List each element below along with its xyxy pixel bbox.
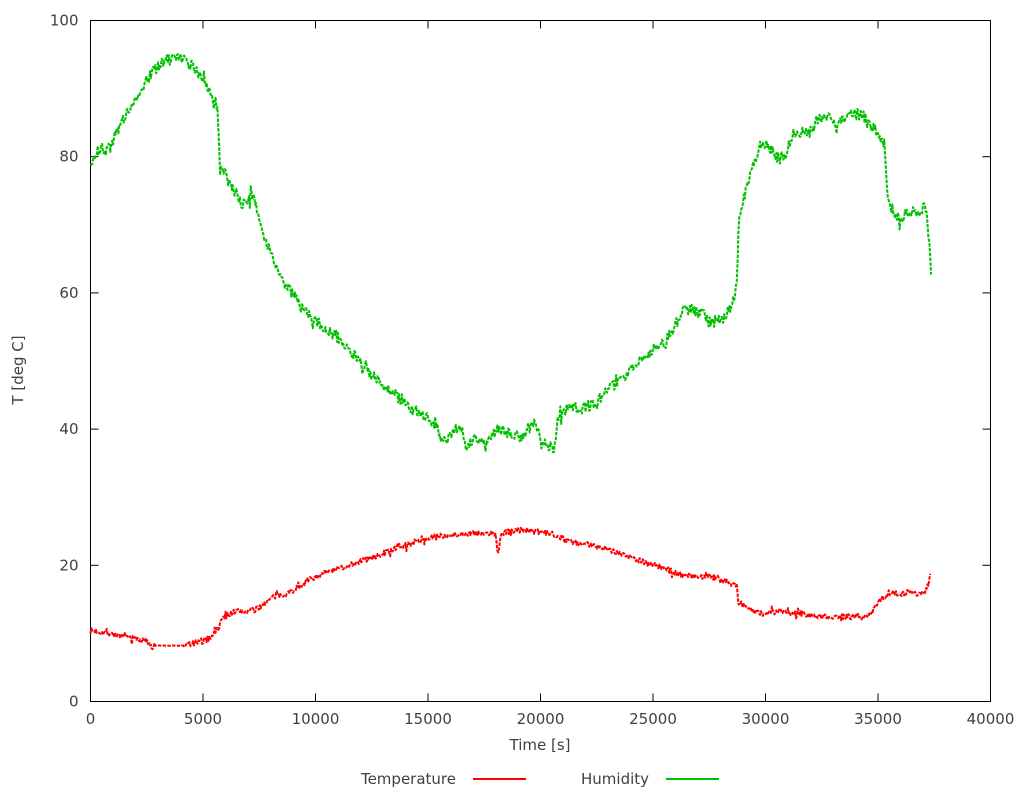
legend-item-temperature: Temperature xyxy=(361,770,526,788)
y-tick-label: 100 xyxy=(50,12,79,30)
x-tick-label: 15000 xyxy=(404,710,452,728)
temperature-line xyxy=(89,526,932,651)
y-axis-title: T [deg C] xyxy=(9,335,27,405)
legend-label-temperature: Temperature xyxy=(360,770,456,788)
legend: Temperature Humidity xyxy=(90,770,990,788)
x-tick-label: 0 xyxy=(86,710,96,728)
x-tick-label: 35000 xyxy=(854,710,902,728)
x-tick-label: 20000 xyxy=(517,710,565,728)
plot-border xyxy=(90,20,991,702)
y-tick-label: 60 xyxy=(59,284,78,302)
x-tick-label: 10000 xyxy=(292,710,340,728)
y-tick-label: 40 xyxy=(59,420,78,438)
legend-label-humidity: Humidity xyxy=(581,770,650,788)
x-axis-title: Time [s] xyxy=(509,736,571,754)
x-tick-label: 5000 xyxy=(184,710,222,728)
y-tick-label: 20 xyxy=(59,556,78,574)
humidity-line-swatch xyxy=(666,778,720,780)
x-tick-label: 30000 xyxy=(742,710,790,728)
legend-item-humidity: Humidity xyxy=(581,770,720,788)
y-tick-label: 80 xyxy=(59,148,78,166)
y-tick-label: 0 xyxy=(69,693,79,711)
x-tick-label: 40000 xyxy=(967,710,1015,728)
temperature-line-swatch xyxy=(473,778,526,780)
x-tick-label: 25000 xyxy=(629,710,677,728)
humidity-line xyxy=(89,53,933,454)
